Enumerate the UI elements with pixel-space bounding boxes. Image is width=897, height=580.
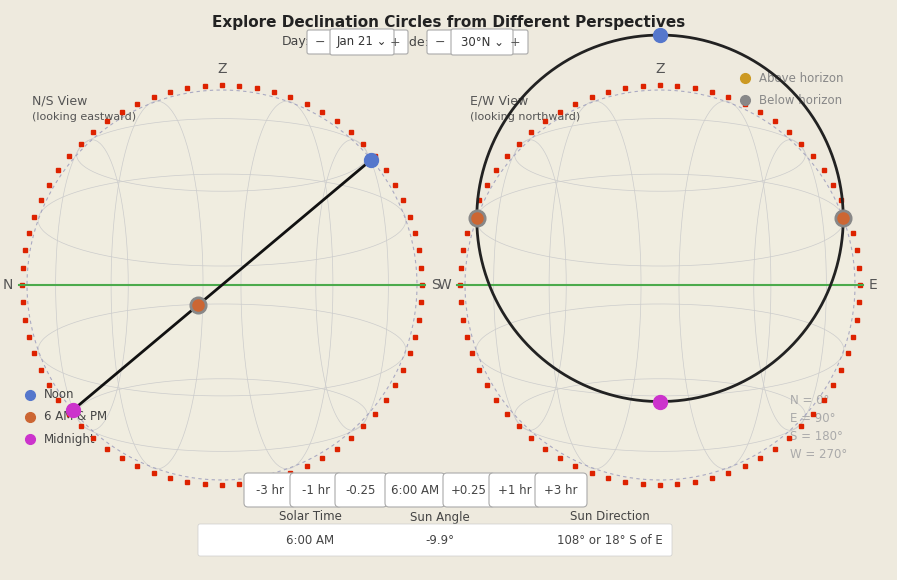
Text: Z: Z	[655, 62, 665, 76]
Text: 108° or 18° S of E: 108° or 18° S of E	[557, 534, 663, 546]
FancyBboxPatch shape	[489, 473, 541, 507]
Text: S: S	[431, 278, 440, 292]
FancyBboxPatch shape	[382, 30, 408, 54]
Text: N = 0°: N = 0°	[790, 393, 830, 407]
FancyBboxPatch shape	[443, 473, 495, 507]
Text: Explore Declination Circles from Different Perspectives: Explore Declination Circles from Differe…	[212, 15, 685, 30]
FancyBboxPatch shape	[502, 30, 528, 54]
Text: -1 hr: -1 hr	[302, 484, 330, 496]
Text: −: −	[315, 35, 326, 49]
Text: -3 hr: -3 hr	[256, 484, 284, 496]
Text: Midnight: Midnight	[44, 433, 96, 445]
Text: Sun Angle: Sun Angle	[410, 510, 470, 524]
Text: S = 180°: S = 180°	[790, 430, 843, 443]
Text: (looking eastward): (looking eastward)	[32, 112, 136, 122]
FancyBboxPatch shape	[244, 473, 296, 507]
Text: Noon: Noon	[44, 389, 74, 401]
FancyBboxPatch shape	[535, 473, 587, 507]
Text: 6:00 AM: 6:00 AM	[286, 534, 334, 546]
Text: (looking northward): (looking northward)	[470, 112, 580, 122]
Text: +1 hr: +1 hr	[498, 484, 532, 496]
Text: Below horizon: Below horizon	[759, 93, 842, 107]
Text: Above horizon: Above horizon	[759, 71, 843, 85]
FancyBboxPatch shape	[427, 30, 453, 54]
Text: +: +	[389, 35, 400, 49]
FancyBboxPatch shape	[335, 473, 387, 507]
Text: E = 90°: E = 90°	[790, 411, 835, 425]
Text: 6 AM & PM: 6 AM & PM	[44, 411, 107, 423]
Text: +: +	[509, 35, 520, 49]
Text: E: E	[869, 278, 878, 292]
Text: N: N	[3, 278, 13, 292]
Text: N/S View: N/S View	[32, 95, 87, 108]
Text: Solar Time: Solar Time	[279, 510, 342, 524]
Text: 6:00 AM: 6:00 AM	[391, 484, 439, 496]
Text: +0.25: +0.25	[451, 484, 487, 496]
FancyBboxPatch shape	[385, 473, 445, 507]
Circle shape	[465, 90, 855, 480]
Circle shape	[27, 90, 417, 480]
FancyBboxPatch shape	[290, 473, 342, 507]
FancyBboxPatch shape	[451, 29, 513, 55]
Text: W = 270°: W = 270°	[790, 448, 848, 461]
FancyBboxPatch shape	[307, 30, 333, 54]
Text: +3 hr: +3 hr	[544, 484, 578, 496]
Text: Day:: Day:	[282, 35, 310, 49]
Text: W: W	[437, 278, 451, 292]
Text: Jan 21 ⌄: Jan 21 ⌄	[336, 35, 388, 49]
Text: E/W View: E/W View	[470, 95, 528, 108]
Text: Z: Z	[217, 62, 227, 76]
Text: −: −	[435, 35, 445, 49]
Text: -9.9°: -9.9°	[425, 534, 455, 546]
Text: -0.25: -0.25	[346, 484, 376, 496]
FancyBboxPatch shape	[330, 29, 394, 55]
FancyBboxPatch shape	[198, 524, 672, 556]
Text: Latitude:: Latitude:	[374, 35, 430, 49]
Text: 30°N ⌄: 30°N ⌄	[460, 35, 503, 49]
Text: Sun Direction: Sun Direction	[570, 510, 649, 524]
